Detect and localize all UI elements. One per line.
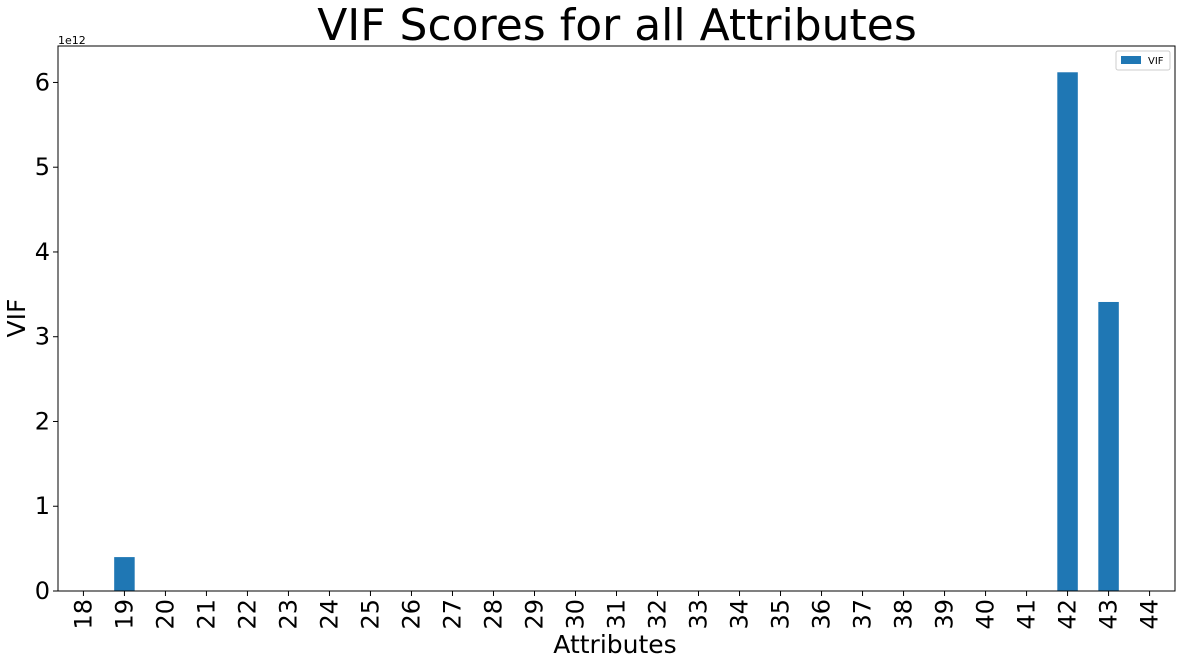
- x-tick-label-38: 38: [890, 599, 918, 630]
- y-tick-label-5: 5: [35, 153, 50, 181]
- x-tick-label-35: 35: [767, 599, 795, 630]
- x-tick-label-33: 33: [685, 599, 713, 630]
- bars-group: [114, 72, 1119, 591]
- bar-19: [114, 557, 135, 591]
- x-tick-label-19: 19: [110, 599, 138, 630]
- x-axis-label: Attributes: [553, 630, 676, 659]
- y-tick-label-4: 4: [35, 238, 50, 266]
- legend: VIF: [1115, 50, 1171, 71]
- x-tick-label-36: 36: [808, 599, 836, 630]
- plot-frame: [57, 45, 1176, 592]
- x-tick-label-27: 27: [438, 599, 466, 630]
- y-ticks-group: 0 1 2 3 4 5 6: [35, 68, 58, 605]
- legend-swatch: [1121, 56, 1141, 64]
- y-tick-label-0: 0: [35, 577, 50, 605]
- x-tick-label-21: 21: [192, 599, 220, 630]
- x-tick-label-32: 32: [644, 599, 672, 630]
- legend-label: VIF: [1148, 56, 1164, 67]
- y-tick-label-2: 2: [35, 407, 50, 435]
- x-tick-label-34: 34: [726, 599, 754, 630]
- x-ticks-group: 18 19 20 21 22 23 24 25 26 27 28 29 30 31 32 33 34 35 36 37…: [69, 591, 1164, 630]
- x-tick-label-18: 18: [69, 599, 97, 630]
- chart-title: VIF Scores for all Attributes: [317, 0, 917, 51]
- bar-42: [1057, 72, 1078, 591]
- x-tick-label-24: 24: [315, 599, 343, 630]
- x-tick-label-22: 22: [233, 599, 261, 630]
- x-tick-label-20: 20: [151, 599, 179, 630]
- x-tick-label-29: 29: [520, 599, 548, 630]
- x-tick-label-37: 37: [849, 599, 877, 630]
- x-tick-label-40: 40: [972, 599, 1000, 630]
- x-tick-label-30: 30: [561, 599, 589, 630]
- y-tick-label-3: 3: [35, 323, 50, 351]
- y-axis-label: VIF: [2, 299, 31, 338]
- x-tick-label-39: 39: [931, 599, 959, 630]
- x-tick-label-31: 31: [603, 599, 631, 630]
- x-tick-label-43: 43: [1095, 599, 1123, 630]
- x-tick-label-25: 25: [356, 599, 384, 630]
- x-tick-label-42: 42: [1054, 599, 1082, 630]
- y-tick-label-6: 6: [35, 68, 50, 96]
- x-tick-label-28: 28: [479, 599, 507, 630]
- legend-box: [1115, 50, 1171, 71]
- bar-43: [1098, 301, 1119, 591]
- x-tick-label-23: 23: [274, 599, 302, 630]
- x-tick-label-41: 41: [1013, 599, 1041, 630]
- x-tick-label-26: 26: [397, 599, 425, 630]
- x-tick-label-44: 44: [1136, 599, 1164, 630]
- y-offset-label: 1e12: [58, 34, 86, 47]
- y-tick-label-1: 1: [35, 492, 50, 520]
